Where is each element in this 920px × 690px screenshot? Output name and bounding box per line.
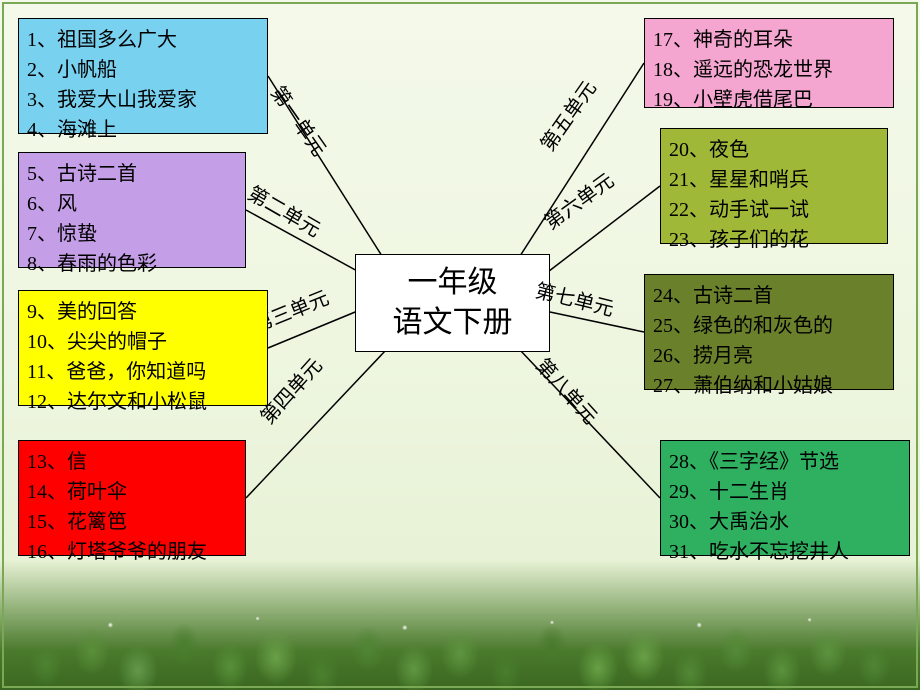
- lesson-item: 23、孩子们的花: [669, 225, 879, 255]
- lesson-item: 28、《三字经》节选: [669, 447, 901, 477]
- lesson-item: 15、花篱笆: [27, 507, 237, 537]
- lesson-item: 18、遥远的恐龙世界: [653, 55, 885, 85]
- unit-box-unit2: 5、古诗二首6、风7、惊蛰8、春雨的色彩: [18, 152, 246, 268]
- lesson-item: 14、荷叶伞: [27, 477, 237, 507]
- lesson-item: 3、我爱大山我爱家: [27, 85, 259, 115]
- lesson-item: 9、美的回答: [27, 297, 259, 327]
- lesson-item: 12、达尔文和小松鼠: [27, 387, 259, 417]
- lesson-item: 25、绿色的和灰色的: [653, 311, 885, 341]
- background-foliage: [0, 560, 920, 690]
- unit-box-unit5: 17、神奇的耳朵18、遥远的恐龙世界19、小壁虎借尾巴: [644, 18, 894, 108]
- lesson-item: 26、捞月亮: [653, 341, 885, 371]
- lesson-item: 1、祖国多么广大: [27, 25, 259, 55]
- edge-label-unit1: 第一单元: [265, 79, 335, 161]
- center-line2: 语文下册: [393, 303, 513, 344]
- lesson-item: 31、吃水不忘挖井人: [669, 537, 901, 567]
- unit-box-unit1: 1、祖国多么广大2、小帆船3、我爱大山我爱家4、海滩上: [18, 18, 268, 134]
- lesson-item: 22、动手试一试: [669, 195, 879, 225]
- unit-box-unit4: 13、信14、荷叶伞15、花篱笆16、灯塔爷爷的朋友: [18, 440, 246, 556]
- lesson-item: 24、古诗二首: [653, 281, 885, 311]
- unit-box-unit6: 20、夜色21、星星和哨兵22、动手试一试23、孩子们的花: [660, 128, 888, 244]
- lesson-item: 16、灯塔爷爷的朋友: [27, 537, 237, 567]
- lesson-item: 21、星星和哨兵: [669, 165, 879, 195]
- edge-label-unit8: 第八单元: [530, 351, 605, 430]
- lesson-item: 2、小帆船: [27, 55, 259, 85]
- lesson-item: 19、小壁虎借尾巴: [653, 85, 885, 115]
- center-title-box: 一年级 语文下册: [355, 254, 550, 352]
- lesson-item: 27、萧伯纳和小姑娘: [653, 371, 885, 401]
- lesson-item: 8、春雨的色彩: [27, 249, 237, 279]
- unit-box-unit7: 24、古诗二首25、绿色的和灰色的26、捞月亮27、萧伯纳和小姑娘: [644, 274, 894, 390]
- lesson-item: 7、惊蛰: [27, 219, 237, 249]
- unit-box-unit3: 9、美的回答10、尖尖的帽子11、爸爸，你知道吗12、达尔文和小松鼠: [18, 290, 268, 406]
- edge-label-unit5: 第五单元: [532, 74, 602, 156]
- lesson-item: 4、海滩上: [27, 115, 259, 145]
- edge-label-unit6: 第六单元: [537, 165, 619, 235]
- lesson-item: 10、尖尖的帽子: [27, 327, 259, 357]
- lesson-item: 5、古诗二首: [27, 159, 237, 189]
- unit-box-unit8: 28、《三字经》节选29、十二生肖30、大禹治水31、吃水不忘挖井人: [660, 440, 910, 556]
- edge-label-unit2: 第二单元: [243, 177, 327, 242]
- lesson-item: 6、风: [27, 189, 237, 219]
- lesson-item: 29、十二生肖: [669, 477, 901, 507]
- lesson-item: 13、信: [27, 447, 237, 477]
- lesson-item: 30、大禹治水: [669, 507, 901, 537]
- lesson-item: 17、神奇的耳朵: [653, 25, 885, 55]
- lesson-item: 20、夜色: [669, 135, 879, 165]
- lesson-item: 11、爸爸，你知道吗: [27, 357, 259, 387]
- center-line1: 一年级: [408, 263, 498, 304]
